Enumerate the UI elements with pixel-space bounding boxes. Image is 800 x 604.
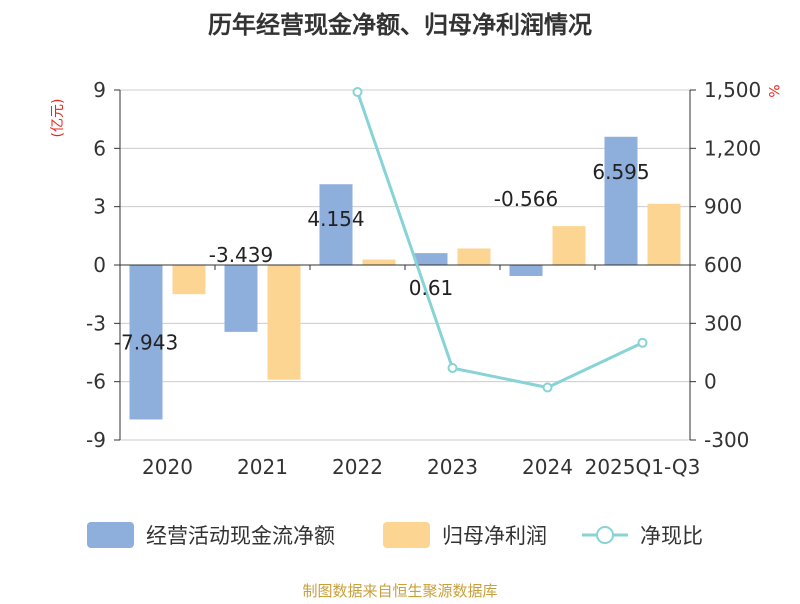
left-tick-label: 9 bbox=[93, 78, 106, 102]
axes: -9 -6 -3 0 3 6 9 -300 0 300 600 900 1,200 1,500 2020 20… bbox=[86, 78, 761, 479]
legend: 经营活动现金流净额 归母净利润 净现比 bbox=[87, 522, 703, 548]
x-tick-label: 2022 bbox=[332, 455, 383, 479]
x-tick-label: 2023 bbox=[427, 455, 478, 479]
ratio-point bbox=[447, 363, 458, 374]
right-tick-label: -300 bbox=[704, 428, 749, 452]
bar-data-label: -3.439 bbox=[209, 243, 273, 267]
bar-data-label: 4.154 bbox=[307, 207, 364, 231]
right-tick-label: 0 bbox=[704, 370, 717, 394]
bar-net-profit-2024 bbox=[552, 226, 586, 265]
right-tick-label: 1,500 bbox=[704, 78, 761, 102]
source-note: 制图数据来自恒生聚源数据库 bbox=[302, 582, 497, 600]
bar-data-label: 0.61 bbox=[409, 276, 454, 300]
bar-operating-cash-flow-2022 bbox=[319, 184, 353, 265]
right-tick-label: 300 bbox=[704, 311, 742, 335]
legend-label-operating-cash-flow: 经营活动现金流净额 bbox=[146, 524, 335, 548]
right-tick-label: 900 bbox=[704, 195, 742, 219]
legend-marker-ratio bbox=[596, 526, 614, 544]
left-axis-label: (亿元) bbox=[50, 99, 66, 138]
bar-data-labels: -7.943 -3.439 4.154 0.61 -0.566 6.595 bbox=[114, 160, 650, 355]
legend-swatch-net-profit bbox=[383, 522, 430, 548]
legend-label-ratio: 净现比 bbox=[640, 524, 703, 548]
bar-operating-cash-flow-2025Q1-Q3 bbox=[604, 136, 638, 265]
bar-operating-cash-flow-2024 bbox=[509, 265, 543, 277]
bar-data-label: 6.595 bbox=[592, 160, 649, 184]
x-tick-label: 2024 bbox=[522, 455, 573, 479]
bar-net-profit-2022 bbox=[362, 259, 396, 265]
right-axis-label: % bbox=[765, 84, 781, 97]
right-tick-label: 600 bbox=[704, 253, 742, 277]
left-tick-label: 3 bbox=[93, 195, 106, 219]
bar-marks bbox=[129, 136, 681, 420]
left-tick-label: -9 bbox=[86, 428, 106, 452]
chart-title: 历年经营现金净额、归母净利润情况 bbox=[208, 11, 592, 39]
right-tick-label: 1,200 bbox=[704, 136, 761, 160]
bar-operating-cash-flow-2023 bbox=[414, 253, 448, 265]
left-tick-label: 6 bbox=[93, 136, 106, 160]
ratio-line-series bbox=[352, 86, 648, 393]
x-tick-label: 2025Q1-Q3 bbox=[585, 455, 701, 479]
bar-operating-cash-flow-2020 bbox=[129, 265, 163, 420]
left-tick-label: -6 bbox=[86, 370, 106, 394]
ratio-line bbox=[356, 91, 644, 390]
ratio-point bbox=[542, 382, 553, 393]
left-tick-label: -3 bbox=[86, 311, 106, 335]
bar-net-profit-2020 bbox=[172, 265, 206, 295]
bar-net-profit-2025Q1-Q3 bbox=[647, 203, 681, 265]
bar-net-profit-2023 bbox=[457, 248, 491, 265]
legend-swatch-operating-cash-flow bbox=[87, 522, 134, 548]
bar-data-label: -7.943 bbox=[114, 330, 178, 354]
ratio-point bbox=[352, 86, 363, 97]
x-tick-label: 2021 bbox=[237, 455, 288, 479]
bar-data-label: -0.566 bbox=[494, 187, 558, 211]
legend-label-net-profit: 归母净利润 bbox=[442, 524, 547, 548]
bar-operating-cash-flow-2021 bbox=[224, 265, 258, 332]
ratio-point bbox=[637, 337, 648, 348]
left-tick-label: 0 bbox=[93, 253, 106, 277]
bar-net-profit-2021 bbox=[267, 265, 301, 380]
x-tick-label: 2020 bbox=[142, 455, 193, 479]
